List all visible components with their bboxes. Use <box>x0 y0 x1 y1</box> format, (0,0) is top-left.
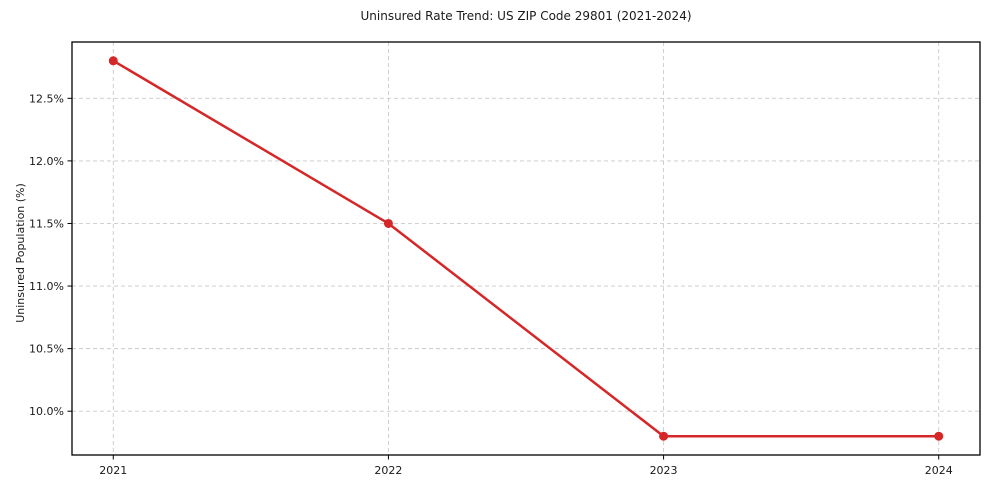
y-tick-label: 10.5% <box>29 343 64 356</box>
y-tick-label: 11.5% <box>29 217 64 230</box>
y-tick-label: 12.0% <box>29 155 64 168</box>
x-tick-label: 2022 <box>374 464 402 477</box>
plot-border <box>71 41 981 456</box>
chart-title: Uninsured Rate Trend: US ZIP Code 29801 … <box>360 9 692 23</box>
data-point-marker <box>934 431 944 441</box>
x-tick-label: 2021 <box>99 464 127 477</box>
data-point-marker <box>108 56 118 66</box>
data-point-marker <box>659 431 669 441</box>
y-tick-label: 11.0% <box>29 280 64 293</box>
x-tick-label: 2024 <box>925 464 953 477</box>
trend-line <box>112 59 940 438</box>
y-tick-label: 12.5% <box>29 92 64 105</box>
y-tick-label: 10.0% <box>29 405 64 418</box>
x-tick-label: 2023 <box>650 464 678 477</box>
data-point-marker <box>383 218 393 228</box>
